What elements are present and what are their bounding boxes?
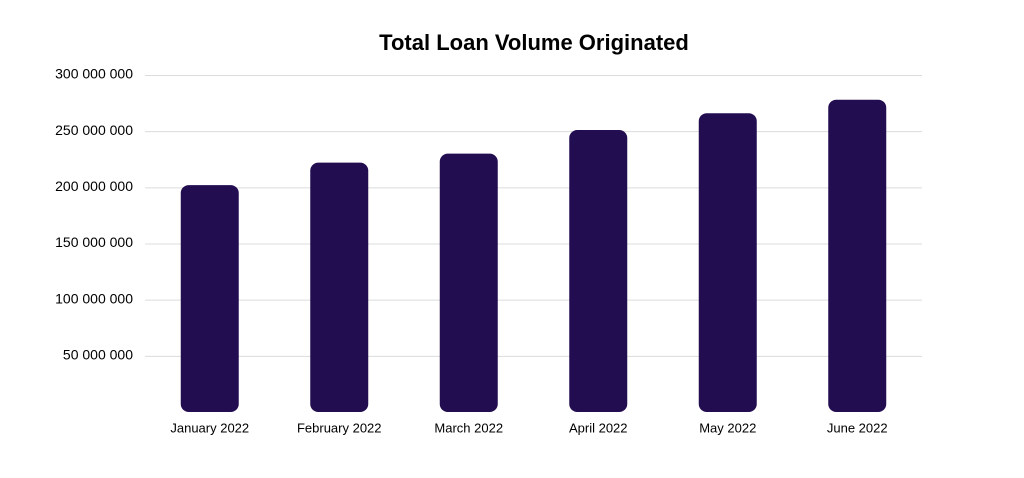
chart-title: Total Loan Volume Originated: [379, 30, 689, 55]
y-tick-label: 300 000 000: [55, 66, 133, 82]
x-tick-label: June 2022: [827, 420, 888, 435]
bar: [828, 99, 887, 413]
bar: [569, 130, 628, 412]
bar: [698, 113, 757, 413]
y-tick-label: 100 000 000: [55, 290, 133, 306]
x-tick-label: January 2022: [170, 420, 249, 435]
x-tick-label: May 2022: [699, 420, 756, 435]
x-tick-label: March 2022: [434, 420, 503, 435]
bar: [180, 185, 239, 412]
bar: [310, 162, 369, 412]
y-tick-label: 150 000 000: [55, 234, 133, 250]
y-tick-label: 200 000 000: [55, 178, 133, 194]
bar: [439, 153, 498, 412]
y-tick-label: 250 000 000: [55, 122, 133, 138]
x-tick-label: February 2022: [297, 420, 382, 435]
y-tick-label: 50 000 000: [63, 347, 133, 363]
x-tick-label: April 2022: [569, 420, 628, 435]
